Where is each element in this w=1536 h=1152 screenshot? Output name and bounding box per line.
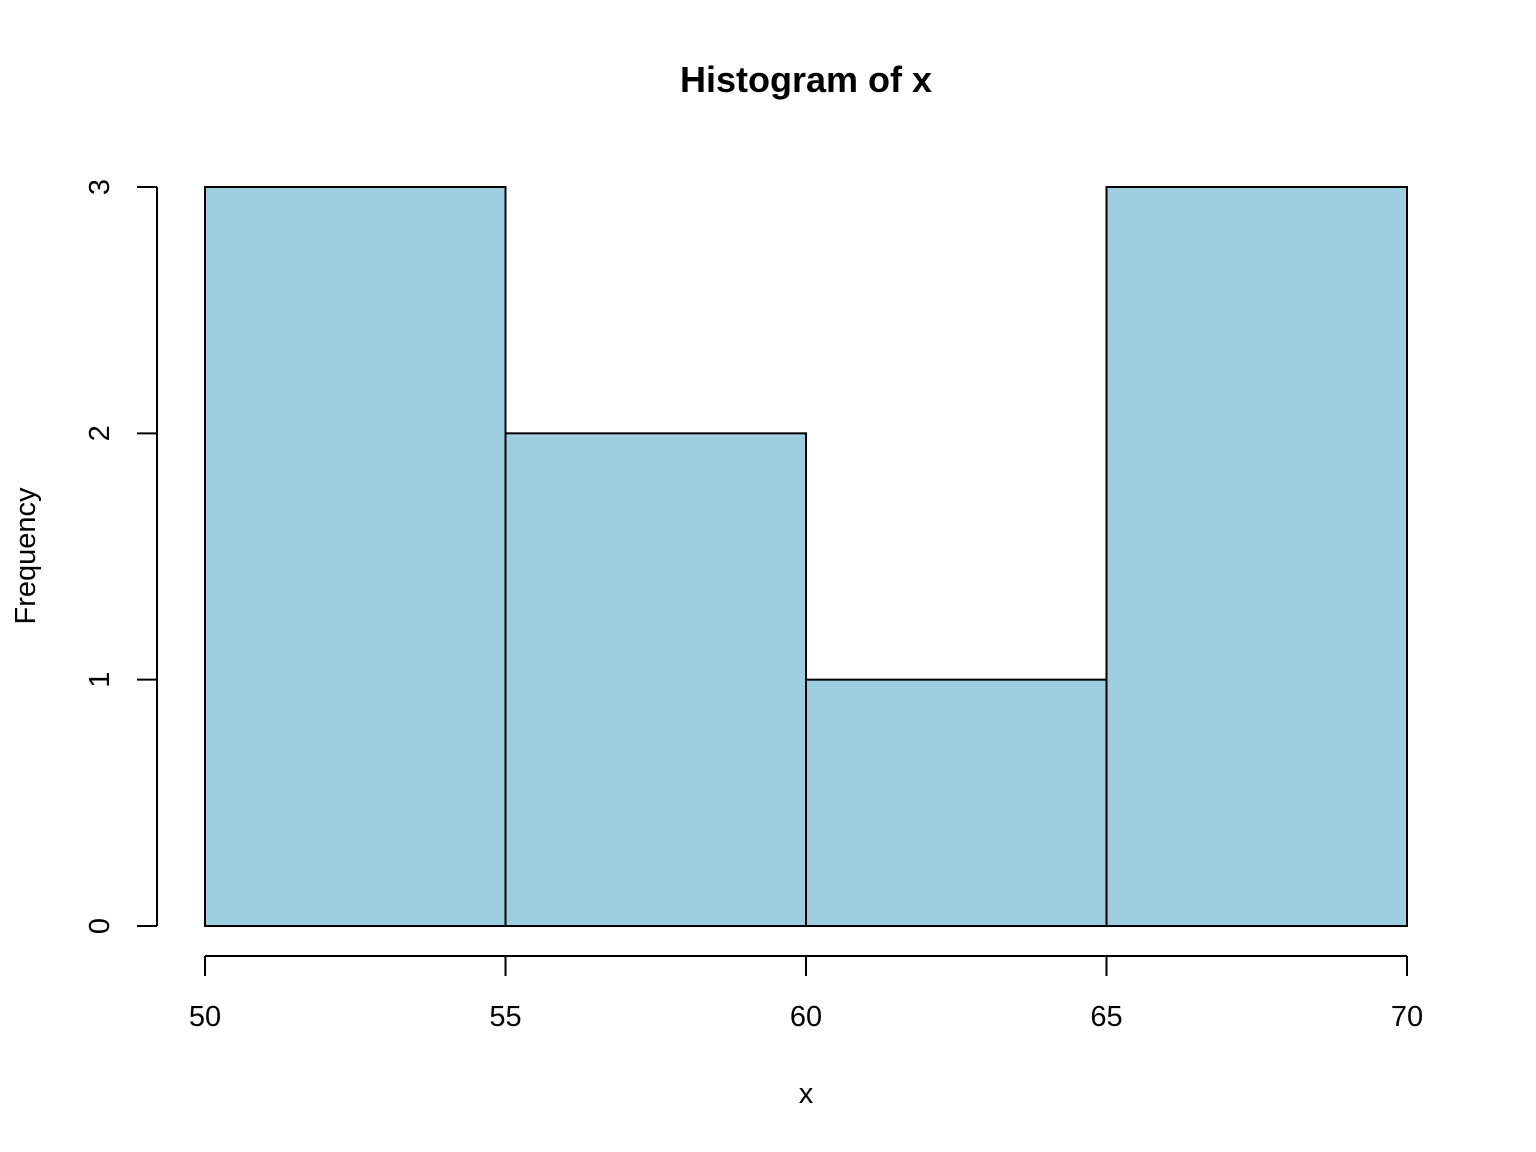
- histogram-bar-3: [805, 678, 1108, 928]
- x-tick-label: 60: [790, 1001, 822, 1033]
- y-tick-label: 2: [84, 425, 116, 441]
- x-tick-label: 65: [1090, 1001, 1122, 1033]
- x-axis: 50 55 60 65 70: [189, 955, 1423, 1033]
- y-tick-label: 3: [84, 179, 116, 195]
- y-axis: 0 1 2 3: [84, 179, 158, 934]
- histogram-bar-2: [504, 432, 807, 927]
- y-tick-label: 0: [84, 918, 116, 934]
- histogram-bar-1: [204, 186, 507, 927]
- histogram-bar-4: [1105, 186, 1408, 927]
- x-tick-label: 55: [489, 1001, 521, 1033]
- x-tick-label: 50: [189, 1001, 221, 1033]
- x-axis-label: x: [799, 1078, 814, 1110]
- chart-title: Histogram of x: [680, 59, 932, 100]
- bars-layer: [204, 186, 1408, 928]
- y-axis-label: Frequency: [10, 487, 42, 625]
- y-tick-label: 1: [84, 672, 116, 688]
- x-tick-label: 70: [1391, 1001, 1423, 1033]
